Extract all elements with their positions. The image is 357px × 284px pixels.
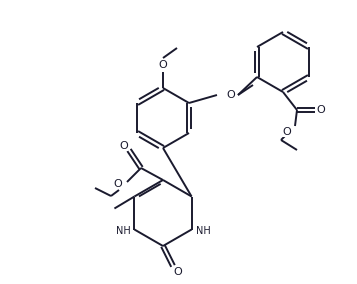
Text: O: O	[174, 267, 182, 277]
Text: NH: NH	[116, 225, 130, 235]
Text: O: O	[227, 90, 235, 100]
Text: O: O	[159, 60, 167, 70]
Text: O: O	[317, 105, 325, 115]
Text: O: O	[282, 127, 291, 137]
Text: NH: NH	[196, 225, 210, 235]
Text: O: O	[113, 179, 122, 189]
Text: O: O	[120, 141, 129, 151]
